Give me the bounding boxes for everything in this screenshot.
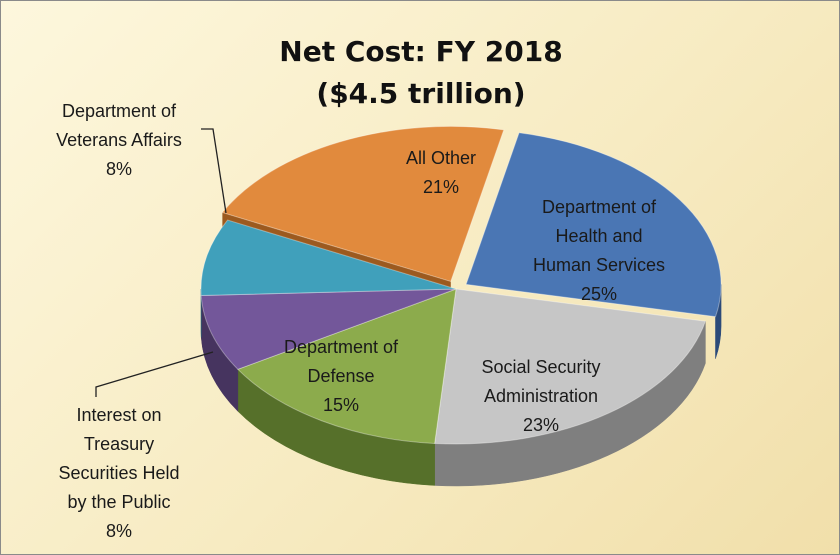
pie-slice [200, 288, 457, 370]
pie-slice-label: Social Security Administration 23% [481, 357, 600, 435]
pie-slice [434, 288, 707, 445]
pie-labels: Department of Health and Human Services 25%… [56, 101, 665, 541]
chart-subtitle: ($4.5 trillion) [316, 77, 526, 110]
leader-line [201, 128, 227, 214]
pie-slice [221, 125, 505, 283]
pie-slice-label: All Other 21% [406, 148, 476, 197]
pie-slice-external-label: Department of Veterans Affairs 8% [56, 101, 182, 179]
pie-slice [236, 288, 457, 444]
pie-tops [200, 125, 722, 445]
chart-title: Net Cost: FY 2018 ($4.5 trillion) [181, 31, 661, 115]
pie-slice [465, 132, 722, 318]
leader-line [95, 351, 214, 397]
pie-slice-label: Department of Defense 15% [284, 337, 399, 415]
pie-slice [200, 219, 457, 297]
chart-title-line: Net Cost: FY 2018 [279, 35, 563, 68]
pie-slice-external-label: Interest on Treasury Securities Held by the… [58, 405, 179, 541]
pie-slice-label: Department of Health and Human Services 25% [533, 197, 665, 304]
